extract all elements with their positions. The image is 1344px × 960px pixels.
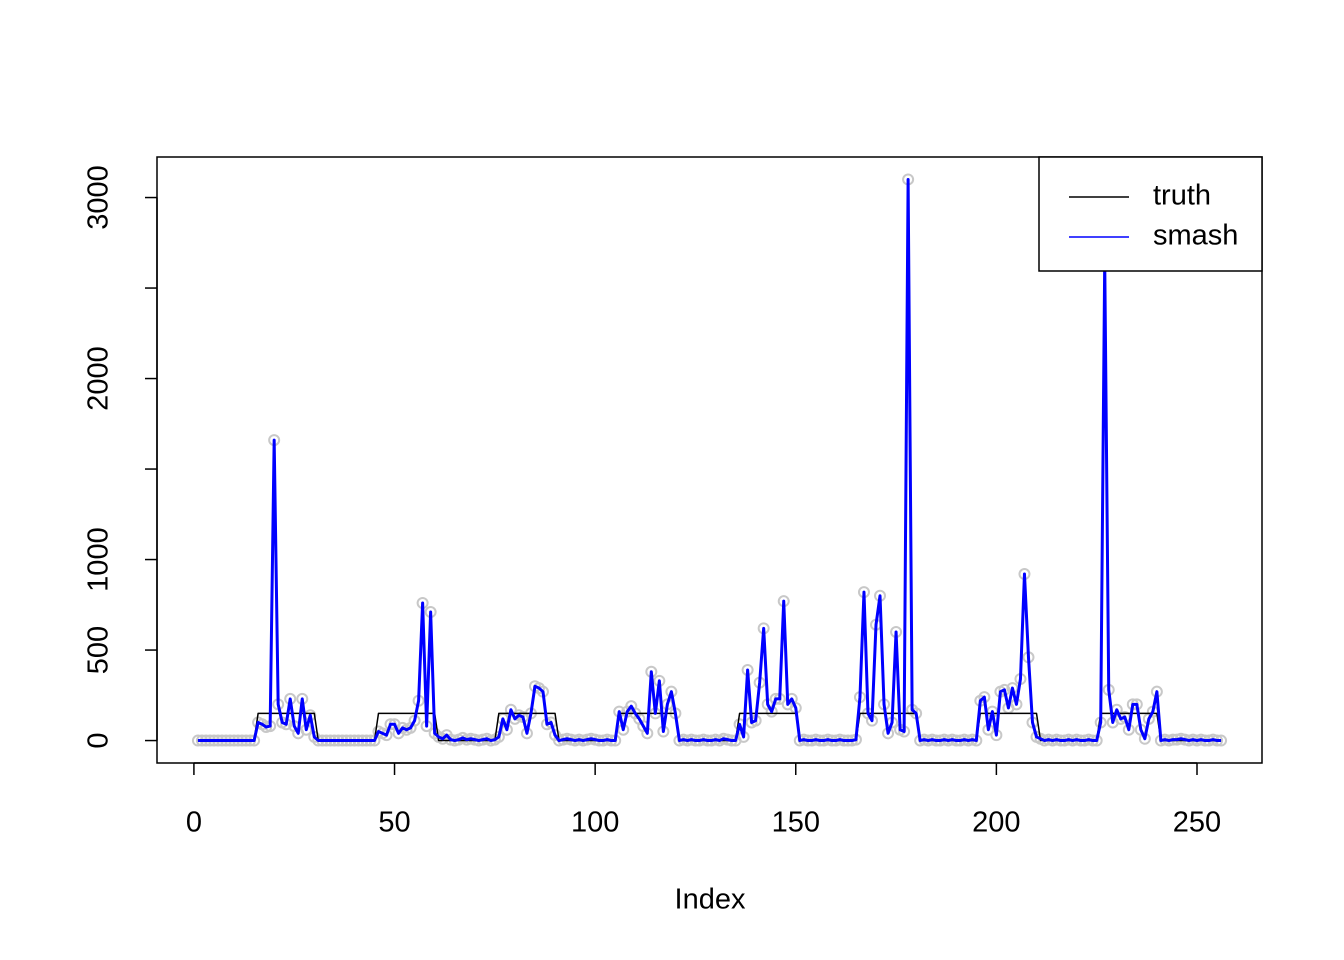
x-tick-label: 50 xyxy=(378,807,410,839)
x-tick-label: 100 xyxy=(571,807,619,839)
x-tick-label: 200 xyxy=(972,807,1020,839)
y-tick-label: 2000 xyxy=(83,346,115,411)
x-axis-label: Index xyxy=(675,884,746,916)
series-line xyxy=(197,177,1222,743)
legend-box xyxy=(1038,156,1263,272)
legend-label: smash xyxy=(1153,220,1238,252)
x-tick-label: 250 xyxy=(1173,807,1221,839)
x-tick-label: 0 xyxy=(186,807,202,839)
y-tick-label: 500 xyxy=(83,626,115,674)
x-tick-label: 150 xyxy=(772,807,820,839)
observation-point xyxy=(380,729,393,742)
y-tick-label: 3000 xyxy=(83,165,115,230)
y-tick-label: 0 xyxy=(83,732,115,748)
y-tick-label: 1000 xyxy=(83,527,115,592)
legend-label: truth xyxy=(1153,180,1211,212)
observation-point xyxy=(765,705,778,718)
